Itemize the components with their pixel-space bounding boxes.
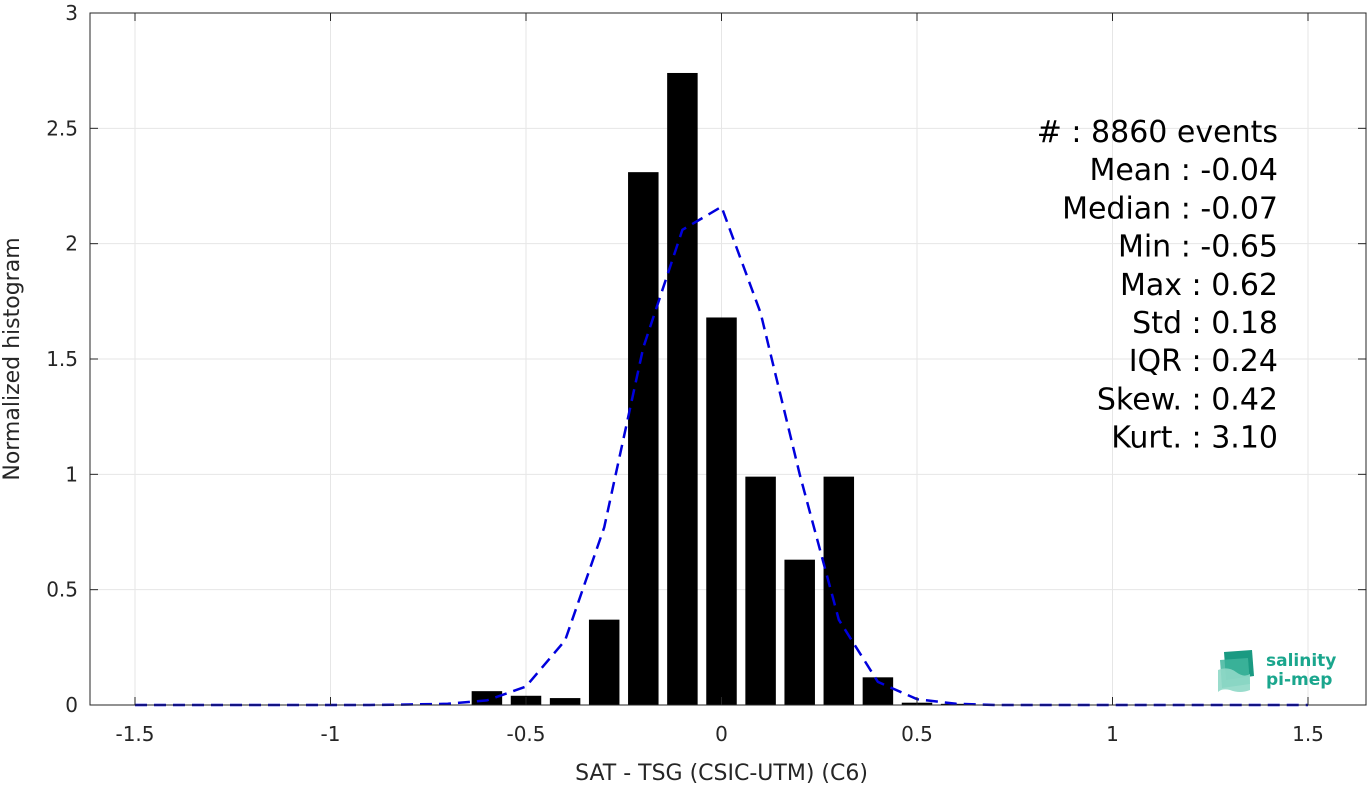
x-tick-label: -1.5 xyxy=(115,722,154,746)
axis-ticks: -1.5 -1 -0.5 0 0.5 1 1.5 0 0.5 1 1.5 2 2.5 3 xyxy=(46,1,1366,746)
histogram-bar xyxy=(628,172,659,705)
histogram-bar xyxy=(745,476,776,705)
stat-line: # : 8860 events xyxy=(1037,115,1278,150)
histogram-bar xyxy=(706,317,737,705)
x-tick-label: 1.5 xyxy=(1292,722,1324,746)
y-tick-label: 0.5 xyxy=(46,578,78,602)
y-axis-label: Normalized histogram xyxy=(0,237,25,480)
stat-line: IQR : 0.24 xyxy=(1129,344,1278,379)
x-axis-label: SAT - TSG (CSIC-UTM) (C6) xyxy=(575,761,868,785)
y-tick-label: 1.5 xyxy=(46,347,78,371)
x-tick-label: -0.5 xyxy=(506,722,545,746)
stat-line: Min : -0.65 xyxy=(1118,230,1278,265)
x-tick-label: 0.5 xyxy=(901,722,933,746)
histogram-bar xyxy=(823,476,855,705)
logo-wave-icon xyxy=(1218,650,1254,692)
stat-line: Std : 0.18 xyxy=(1132,306,1278,341)
y-tick-label: 0 xyxy=(65,693,78,717)
stat-line: Kurt. : 3.10 xyxy=(1111,421,1278,456)
bars-group xyxy=(471,72,972,706)
histogram-bar xyxy=(549,698,581,705)
x-tick-label: 1 xyxy=(1106,722,1119,746)
histogram-bar xyxy=(471,691,503,705)
x-tick-label: -1 xyxy=(321,722,341,746)
stat-line: Median : -0.07 xyxy=(1062,191,1278,226)
y-tick-label: 1 xyxy=(65,462,78,486)
y-tick-label: 3 xyxy=(65,1,78,25)
salinity-pi-mep-logo: salinity pi-mep xyxy=(1218,650,1336,692)
stat-line: Max : 0.62 xyxy=(1120,268,1278,303)
x-tick-label: 0 xyxy=(715,722,728,746)
y-tick-label: 2.5 xyxy=(46,116,78,140)
y-tick-label: 2 xyxy=(65,232,78,256)
stat-line: Skew. : 0.42 xyxy=(1097,382,1278,417)
histogram-bar xyxy=(588,619,620,705)
histogram-bar xyxy=(667,72,698,706)
logo-line-1: salinity xyxy=(1266,651,1336,671)
histogram-bar xyxy=(784,559,815,705)
logo-line-2: pi-mep xyxy=(1266,670,1332,690)
stat-line: Mean : -0.04 xyxy=(1089,153,1278,188)
